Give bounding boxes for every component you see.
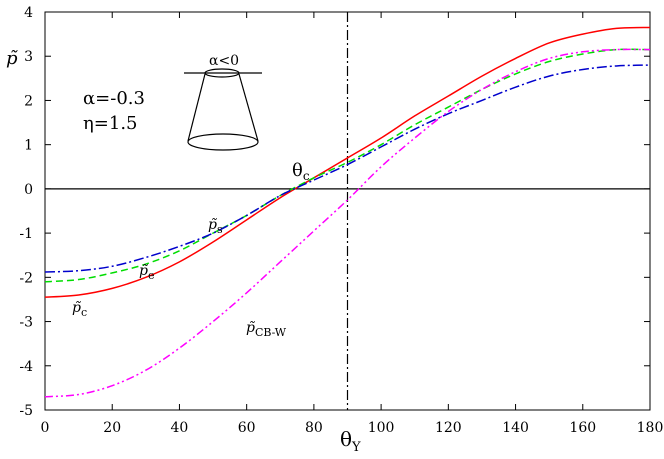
cone-right-side xyxy=(238,73,259,142)
x-tick-label: 140 xyxy=(502,420,529,436)
x-axis-label-sub: Y xyxy=(351,440,361,455)
theta-c-main: θ xyxy=(292,160,303,181)
x-tick-label: 0 xyxy=(41,420,50,436)
x-tick-label: 20 xyxy=(103,420,121,436)
theta-c-sub: c xyxy=(303,169,310,183)
series-line-cb-w xyxy=(44,48,651,398)
y-axis-label: p̃ xyxy=(6,48,18,69)
x-tick-label: 60 xyxy=(238,420,256,436)
x-axis-label-main: θ xyxy=(340,427,352,451)
cone-left-side xyxy=(187,73,206,142)
x-tick-label: 100 xyxy=(368,420,395,436)
curve-label-e: p̃e xyxy=(139,263,154,282)
theta-c-label: θc xyxy=(292,160,310,183)
y-tick-labels: -5 -4 -3 -2 -1 0 1 2 3 4 xyxy=(19,5,33,419)
series-line-s xyxy=(44,64,651,273)
alpha-annotation: α=-0.3 xyxy=(83,88,145,109)
series-line-c xyxy=(44,26,651,298)
axis-ticks xyxy=(44,11,651,411)
x-axis-label: θY xyxy=(340,427,361,455)
x-tick-label: 40 xyxy=(171,420,189,436)
x-tick-labels: 0 20 40 60 80 100 120 140 160 180 xyxy=(41,420,664,436)
curve-label-s: p̃s xyxy=(208,217,223,236)
cone-alpha-label: α<0 xyxy=(209,53,239,69)
x-tick-label: 160 xyxy=(569,420,596,436)
y-tick-label: 4 xyxy=(24,5,33,21)
y-tick-label: 3 xyxy=(24,49,33,65)
x-tick-label: 180 xyxy=(637,420,664,436)
y-tick-label: -4 xyxy=(19,359,33,375)
cone-schematic: α<0 xyxy=(184,53,262,151)
y-tick-label: -3 xyxy=(19,315,33,331)
cone-bottom-ellipse xyxy=(187,133,259,151)
cone-top-ellipse xyxy=(204,68,240,78)
y-tick-label: 1 xyxy=(24,138,33,154)
series-curves xyxy=(44,26,651,398)
x-tick-label: 80 xyxy=(305,420,323,436)
y-tick-label: 2 xyxy=(24,93,33,109)
y-tick-label: -1 xyxy=(19,226,33,242)
y-tick-label: -5 xyxy=(19,403,33,419)
x-tick-label: 120 xyxy=(435,420,462,436)
y-tick-label: -2 xyxy=(19,270,33,286)
curve-label-cbw: p̃CB-W xyxy=(246,320,287,339)
curve-label-c: p̃c xyxy=(72,300,87,319)
eta-annotation: η=1.5 xyxy=(83,113,138,134)
y-tick-label: 0 xyxy=(24,182,33,198)
series-line-e xyxy=(44,48,651,283)
